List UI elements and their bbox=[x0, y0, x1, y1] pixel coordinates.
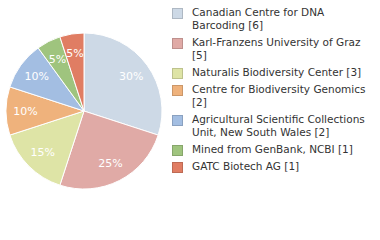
svg-text:30%: 30% bbox=[119, 70, 143, 83]
svg-text:15%: 15% bbox=[30, 146, 54, 159]
svg-text:10%: 10% bbox=[13, 105, 37, 118]
svg-text:25%: 25% bbox=[98, 157, 122, 170]
svg-text:10%: 10% bbox=[24, 70, 48, 83]
html-text:Mined from GenBank, NCBI [1]: Mined from GenBank, NCBI [1] bbox=[192, 143, 353, 155]
html-text:GATC Biotech AG [1]: GATC Biotech AG [1] bbox=[192, 160, 300, 172]
html-text:Naturalis Biodiversity Center: Naturalis Biodiversity Center [3] bbox=[192, 66, 362, 78]
html-text:Canadian Centre for DNA Barcod: Canadian Centre for DNA Barcoding [6] bbox=[192, 6, 325, 31]
svg-text:5%: 5% bbox=[49, 53, 66, 66]
html-text:Karl-Franzens University of Gr: Karl-Franzens University of Graz [5] bbox=[192, 36, 361, 61]
html-text:Centre for Biodiversity Genomi: Centre for Biodiversity Genomics [2] bbox=[192, 83, 366, 108]
svg-text:5%: 5% bbox=[66, 47, 83, 60]
html-text:Agricultural Scientific Collec: Agricultural Scientific Collections Unit… bbox=[192, 113, 365, 138]
